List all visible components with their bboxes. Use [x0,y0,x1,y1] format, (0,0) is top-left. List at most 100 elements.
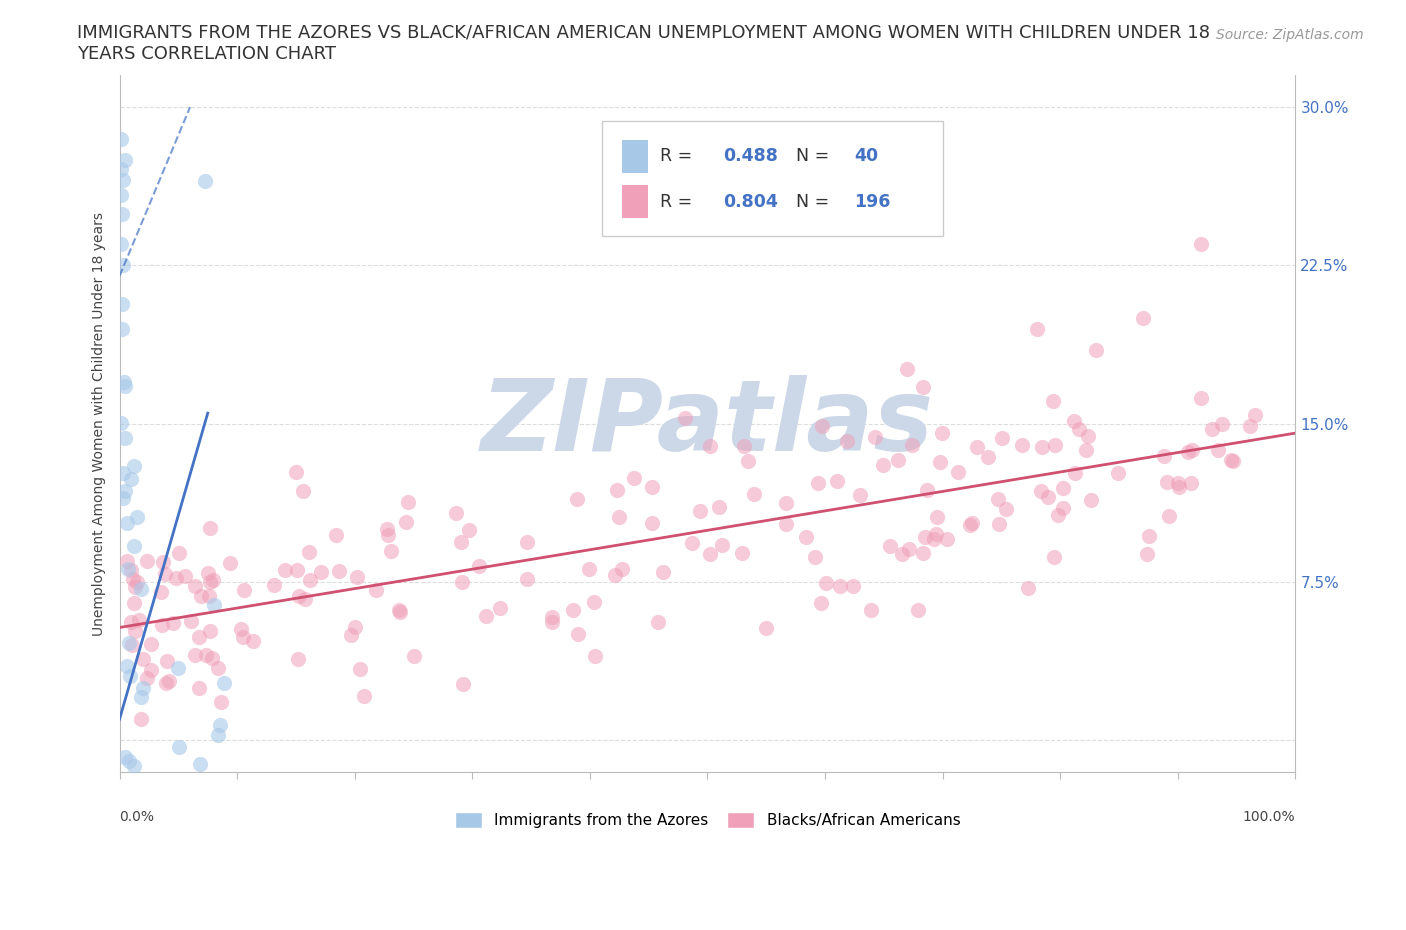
Point [927,509,949,524]
Point [288,589,311,604]
Point [1132,311,1154,325]
Point [1043,550,1066,565]
Point [152,555,174,570]
Point [156,653,179,668]
Point [1084,342,1107,357]
Point [124,579,146,594]
Point [1043,437,1066,452]
Point [689,504,711,519]
Point [285,563,308,578]
Point [121,638,143,653]
Point [567,627,589,642]
Point [200,521,222,536]
Point [1064,465,1087,480]
Point [110,188,132,203]
Point [167,739,190,754]
Point [184,579,207,594]
Text: R =: R = [661,147,699,166]
Point [232,630,254,644]
Point [1036,489,1059,504]
Point [114,484,136,498]
Point [1157,509,1180,524]
Text: 40: 40 [855,147,879,166]
Point [1201,421,1223,436]
Point [1077,429,1099,444]
Point [651,565,673,579]
Text: 0.0%: 0.0% [120,810,155,824]
Point [110,161,132,176]
Point [115,516,138,531]
Point [673,411,696,426]
Point [1135,546,1157,561]
Point [349,662,371,677]
Point [155,675,177,690]
Point [1047,507,1070,522]
Point [284,464,307,479]
Point [446,506,468,521]
Point [1137,529,1160,544]
Point [122,539,145,554]
Point [960,515,983,530]
Point [990,431,1012,445]
Point [110,416,132,431]
Text: YEARS CORRELATION CHART: YEARS CORRELATION CHART [77,45,336,62]
Point [1239,418,1261,433]
Point [1069,421,1091,436]
Point [841,578,863,593]
Y-axis label: Unemployment Among Women with Children Under 18 years: Unemployment Among Women with Children U… [93,212,107,636]
Point [115,658,138,673]
Point [194,648,217,663]
Point [209,695,232,710]
Point [863,430,886,445]
Point [775,496,797,511]
Point [451,575,474,590]
Point [541,615,564,630]
Point [887,452,910,467]
Point [987,491,1010,506]
Point [623,471,645,485]
Point [911,546,934,561]
Point [914,529,936,544]
Point [242,634,264,649]
Point [607,510,630,525]
Point [733,438,755,453]
Point [118,754,141,769]
Point [129,582,152,597]
Text: 196: 196 [855,193,891,210]
Point [127,510,149,525]
Point [1025,321,1047,336]
Point [389,604,412,619]
Point [141,636,163,651]
Point [198,624,221,639]
Point [959,518,981,533]
Text: ZIPatlas: ZIPatlas [481,375,934,472]
Point [1219,453,1241,468]
Point [111,465,134,480]
Point [709,500,731,515]
Point [1189,390,1212,405]
Point [325,528,347,543]
Point [911,379,934,394]
Point [737,454,759,469]
Point [207,660,229,675]
Point [994,501,1017,516]
Point [610,562,633,577]
Point [353,688,375,703]
Point [340,628,363,643]
Point [1156,474,1178,489]
Point [117,561,139,576]
Point [328,564,350,578]
Point [835,433,858,448]
Point [111,258,134,272]
Point [1042,393,1064,408]
Point [110,237,132,252]
Bar [621,185,648,219]
Point [396,495,419,510]
Point [1153,449,1175,464]
Point [917,483,939,498]
Point [935,532,957,547]
Point [806,476,828,491]
Point [129,690,152,705]
Point [775,516,797,531]
Text: 0.804: 0.804 [723,193,778,210]
